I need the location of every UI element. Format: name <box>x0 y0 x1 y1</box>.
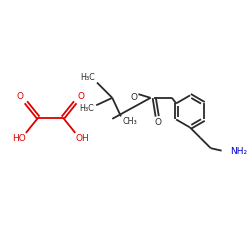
Text: HO: HO <box>12 134 26 143</box>
Text: O: O <box>17 92 24 101</box>
Text: CH₃: CH₃ <box>123 117 138 126</box>
Text: O: O <box>130 93 138 102</box>
Text: O: O <box>155 118 162 127</box>
Text: O: O <box>77 92 84 101</box>
Text: NH₂: NH₂ <box>230 148 247 156</box>
Text: H₃C: H₃C <box>80 104 94 114</box>
Text: OH: OH <box>75 134 89 143</box>
Text: H₃C: H₃C <box>80 73 95 82</box>
